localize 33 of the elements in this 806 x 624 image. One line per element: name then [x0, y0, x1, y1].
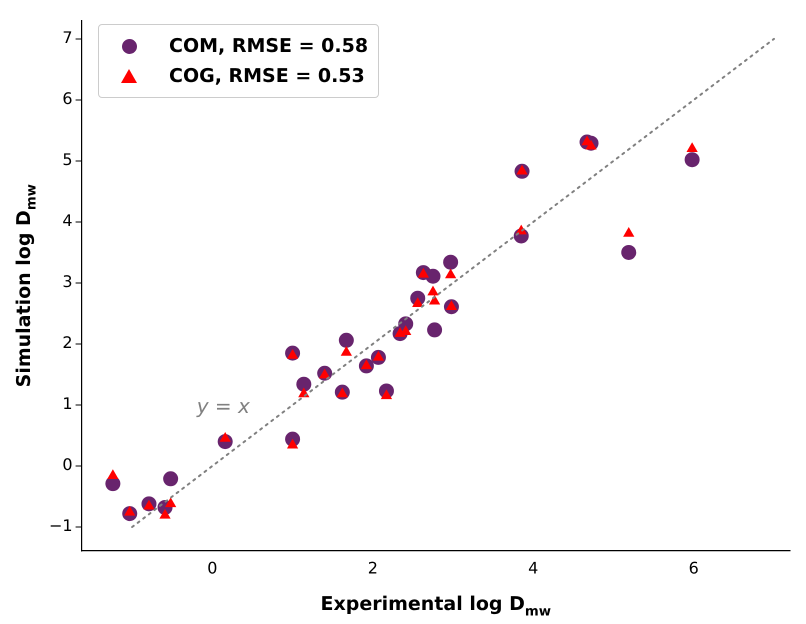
y-tick-label: 1 — [62, 394, 73, 414]
x-tick-label: 2 — [368, 558, 378, 578]
x-tick-label: 6 — [688, 558, 699, 578]
point — [623, 227, 634, 237]
point — [686, 142, 698, 152]
y-tick-label: 2 — [62, 333, 73, 352]
point — [427, 286, 439, 296]
x-tick-label: 4 — [528, 558, 538, 578]
y-tick-label: −1 — [48, 516, 73, 536]
point — [163, 471, 178, 486]
x-tick-label: 0 — [207, 558, 218, 578]
point — [585, 140, 597, 150]
point — [443, 254, 458, 270]
annotation: y = x — [196, 394, 250, 418]
point — [684, 152, 700, 168]
point — [338, 332, 354, 348]
y-tick-label: 7 — [62, 28, 73, 48]
legend-label: COG, RMSE = 0.53 — [169, 64, 365, 89]
y-tick-label: 4 — [62, 211, 73, 230]
y-tick-label: 6 — [62, 89, 73, 108]
point — [621, 244, 636, 260]
legend-label: COM, RMSE = 0.58 — [169, 34, 368, 59]
point — [159, 508, 171, 519]
y-axis-title: Simulation log Dmw — [13, 184, 40, 388]
point — [445, 268, 456, 278]
point — [296, 376, 312, 392]
y-tick-label: 3 — [62, 272, 73, 292]
point — [427, 322, 442, 338]
y-tick-label: 0 — [62, 455, 73, 474]
y-tick-label: 5 — [62, 150, 73, 170]
point — [425, 268, 440, 284]
point — [107, 469, 119, 480]
point — [340, 346, 352, 356]
